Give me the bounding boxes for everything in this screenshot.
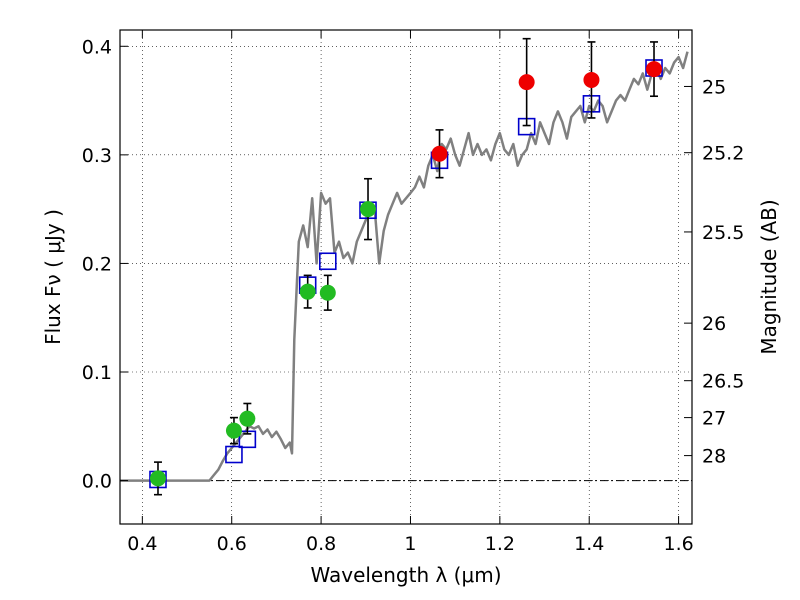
green-data-point: [239, 410, 256, 427]
model-spectrum-line: [120, 51, 689, 482]
green-data-point: [319, 284, 336, 301]
x-tick-label: 1: [404, 533, 416, 555]
y2-tick-label: 26: [702, 313, 726, 335]
y2-tick-label: 25: [702, 76, 726, 98]
x-tick-label: 0.8: [306, 533, 336, 555]
plot-frame: [119, 29, 693, 525]
x-tick-label: 1.6: [663, 533, 693, 555]
tick-layer: 0.4 0.6 0.8 1 1.2 1.4 1.6 0.0 0.1 0.2 0.3 0.4 25 25.2…: [82, 30, 744, 555]
y2-tick-label: 26.5: [702, 371, 744, 393]
red-data-point: [646, 61, 663, 78]
x-tick-label: 1.4: [574, 533, 604, 555]
y2-tick-label: 25.2: [702, 143, 744, 165]
y-axis-label: Flux Fν ( μJy ): [41, 209, 65, 345]
x-tick-label: 1.2: [485, 533, 515, 555]
x-tick-label: 0.4: [127, 533, 157, 555]
red-data-point: [431, 145, 448, 162]
y-tick-label: 0.3: [82, 145, 112, 167]
y-tick-label: 0.1: [82, 362, 112, 384]
y2-axis-label: Magnitude (AB): [757, 199, 781, 354]
green-data-point: [299, 283, 316, 300]
model-photometry-square: [318, 252, 337, 271]
red-data-point: [583, 71, 600, 88]
x-axis-label: Wavelength λ (μm): [310, 563, 501, 587]
model-photometry-square: [225, 445, 243, 464]
x-tick-label: 0.6: [217, 533, 247, 555]
grid-layer: [120, 30, 692, 524]
y2-tick-label: 28: [702, 446, 726, 468]
y2-tick-label: 25.5: [702, 222, 744, 244]
green-data-point: [225, 422, 242, 439]
y-tick-label: 0.0: [82, 471, 112, 493]
y-tick-label: 0.4: [82, 36, 112, 58]
series-layer: [120, 37, 689, 496]
red-data-point: [518, 74, 535, 91]
green-data-point: [149, 470, 166, 487]
y-tick-label: 0.2: [82, 253, 112, 275]
green-data-point: [360, 201, 377, 218]
y2-tick-label: 27: [702, 408, 726, 430]
